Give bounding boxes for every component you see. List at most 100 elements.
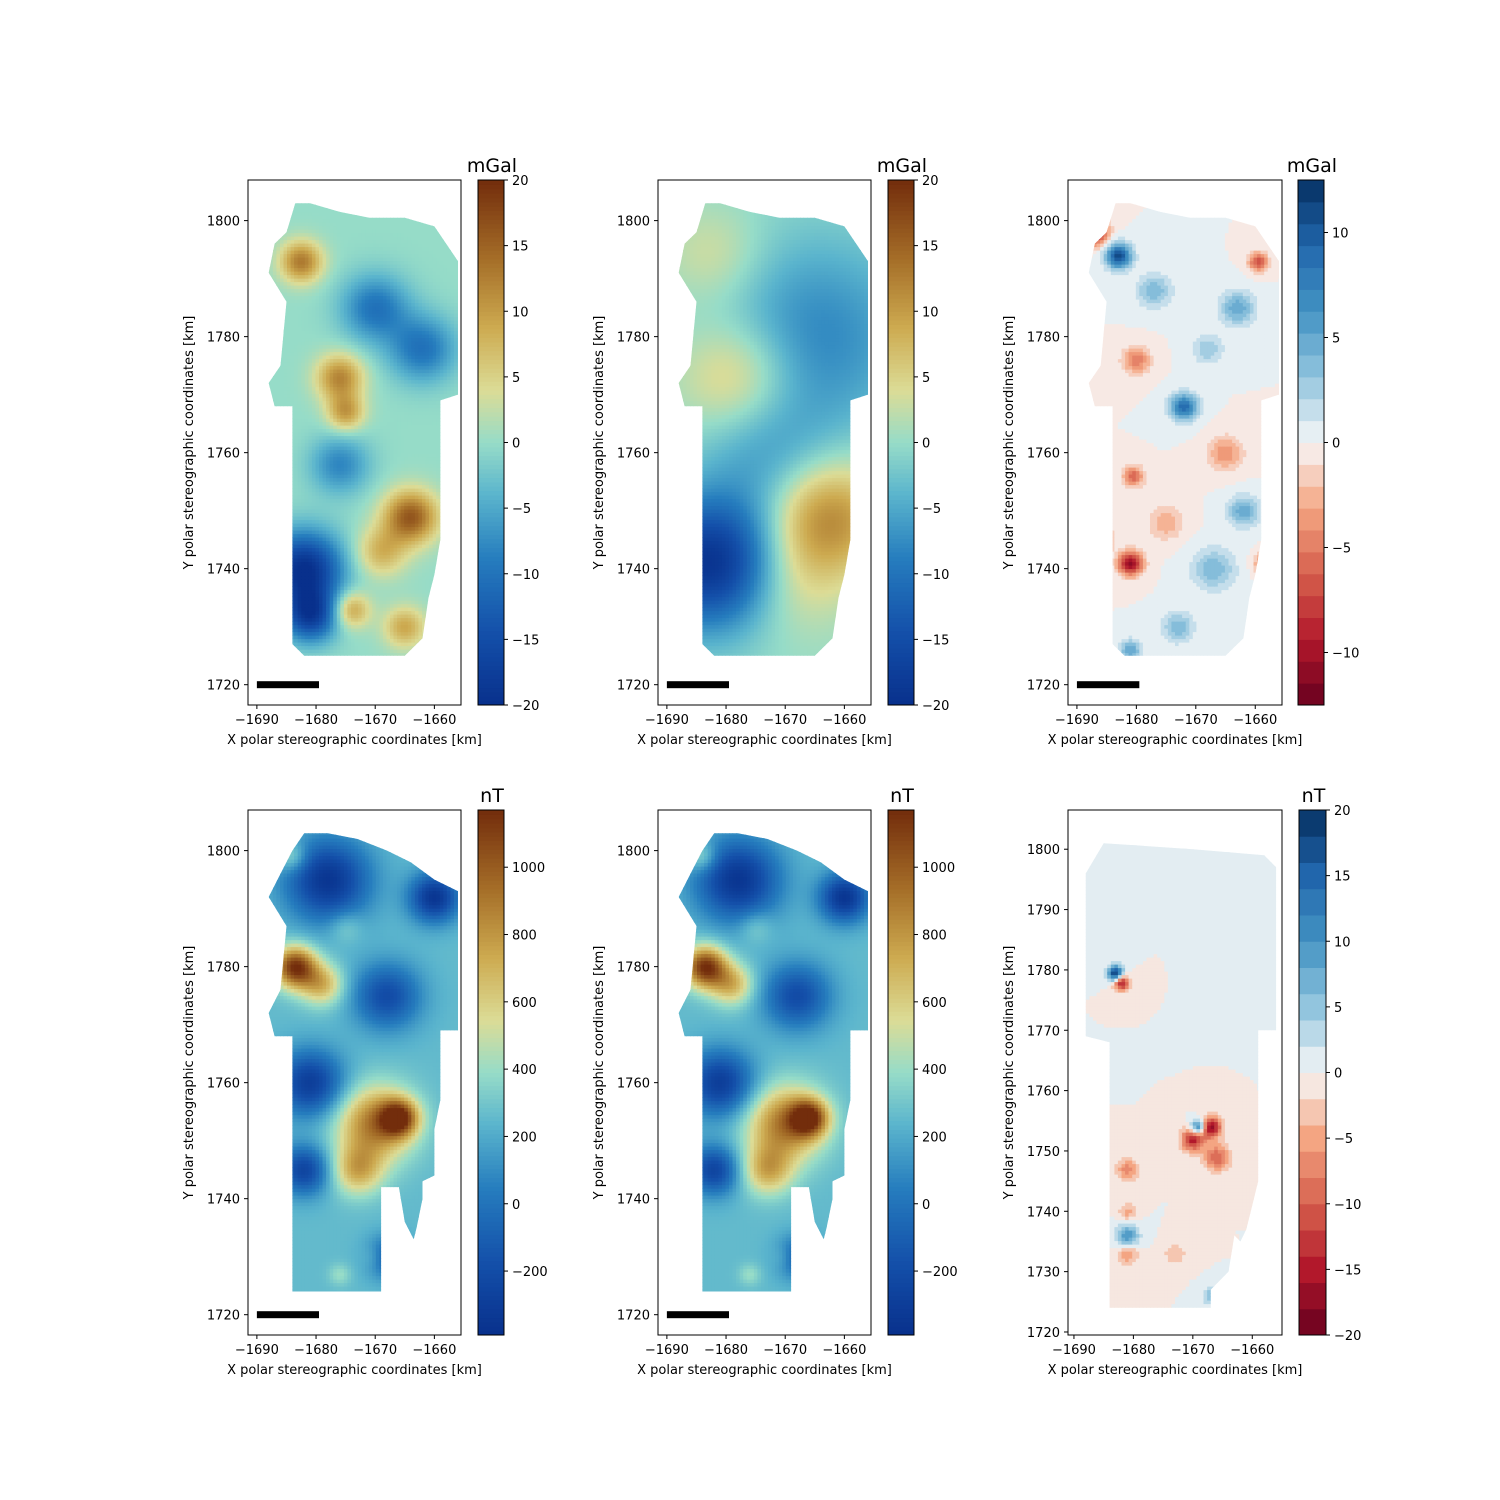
colorbar-tick-label: −15 (512, 633, 539, 648)
y-tick-label: 1780 (617, 961, 650, 976)
colorbar-tick-label: 20 (922, 174, 939, 189)
y-tick-label: 1780 (617, 331, 650, 346)
x-tick-label: −1680 (1111, 1343, 1155, 1358)
colorbar-tick-label: −200 (922, 1265, 958, 1280)
x-tick-label: −1660 (1233, 713, 1277, 728)
colorbar-unit-label: nT (480, 785, 504, 807)
x-axis-label: X polar stereographic coordinates [km] (227, 1363, 482, 1378)
y-tick-label: 1800 (1027, 843, 1060, 858)
x-tick-label: −1660 (822, 713, 866, 728)
colorbar-unit-label: mGal (467, 155, 517, 177)
x-axis-label: X polar stereographic coordinates [km] (227, 733, 482, 748)
colorbar-tick-label: −10 (1332, 647, 1359, 662)
heatmap-field (268, 203, 458, 656)
y-tick-label: 1760 (1027, 1085, 1060, 1100)
y-tick-label: 1740 (617, 563, 650, 578)
colorbar-tick-label: 20 (1334, 804, 1351, 819)
colorbar-tick-label: 0 (1332, 437, 1340, 452)
panel-gravity-regional: −1690 −1680 −1670 −1660 1720 1740 1760 1780 1800… (592, 155, 949, 748)
colorbar-tick-label: −20 (1334, 1329, 1361, 1344)
x-tick-label: −1660 (412, 1343, 456, 1358)
y-tick-label: 1720 (1027, 1326, 1060, 1341)
y-tick-label: 1760 (1027, 447, 1060, 462)
heatmap-field (678, 833, 868, 1292)
colorbar-tick-label: 800 (922, 929, 947, 944)
colorbar-tick-label: 200 (922, 1130, 947, 1145)
axes-frame (657, 179, 872, 706)
y-tick-label: 1760 (617, 1077, 650, 1092)
panel-magnetic-observed: −1690 −1680 −1670 −1660 1720 1740 1760 1780 1800… (182, 785, 548, 1378)
y-tick-label: 1720 (617, 1309, 650, 1324)
colorbar-tick-label: 0 (922, 437, 930, 452)
x-tick-label: −1680 (704, 713, 748, 728)
y-tick-label: 1780 (207, 961, 240, 976)
y-tick-label: 1720 (207, 1309, 240, 1324)
scale-bar (1076, 681, 1140, 689)
colorbar-unit-label: nT (1302, 785, 1326, 807)
y-tick-label: 1750 (1027, 1145, 1060, 1160)
colorbar-tick-label: 0 (512, 437, 520, 452)
y-tick-label: 1720 (1027, 679, 1060, 694)
panel-gravity-observed: −1690 −1680 −1670 −1660 1720 1740 1760 1780 1800… (182, 155, 539, 748)
colorbar-tick-label: −5 (1334, 1132, 1353, 1147)
colorbar-tick-label: −5 (922, 502, 941, 517)
y-axis-label: Y polar stereographic coordinates [km] (592, 316, 607, 571)
colorbar-tick-label: 10 (1332, 227, 1349, 242)
panel-magnetic-filtered: −1690 −1680 −1670 −1660 1720 1740 1760 1780 1800… (592, 785, 958, 1378)
x-axis-label: X polar stereographic coordinates [km] (1048, 733, 1303, 748)
colorbar: −200 0 200 400 600 800 1000 nT (477, 785, 548, 1336)
x-tick-label: −1680 (294, 1343, 338, 1358)
colorbar-unit-label: mGal (1287, 155, 1337, 177)
y-tick-label: 1800 (207, 845, 240, 860)
figure-panels: −1690 −1680 −1670 −1660 1720 1740 1760 1780 1800… (182, 155, 1361, 1378)
y-axis-label: Y polar stereographic coordinates [km] (182, 946, 197, 1201)
x-tick-label: −1680 (704, 1343, 748, 1358)
y-tick-label: 1800 (617, 845, 650, 860)
colorbar-tick-label: 600 (922, 996, 947, 1011)
colorbar-unit-label: nT (890, 785, 914, 807)
colorbar-tick-label: 1000 (922, 861, 955, 876)
colorbar-tick-label: 5 (512, 371, 520, 386)
y-tick-label: 1780 (1027, 331, 1060, 346)
colorbar-tick-label: −15 (1334, 1263, 1361, 1278)
colorbar-tick-label: 400 (922, 1063, 947, 1078)
x-tick-label: −1690 (645, 713, 689, 728)
y-tick-label: 1740 (1027, 563, 1060, 578)
x-tick-label: −1670 (763, 1343, 807, 1358)
y-tick-label: 1740 (617, 1193, 650, 1208)
colorbar-tick-label: 10 (922, 305, 939, 320)
y-tick-label: 1800 (1027, 215, 1060, 230)
x-tick-label: −1670 (353, 1343, 397, 1358)
y-tick-label: 1720 (207, 679, 240, 694)
colorbar-tick-label: −20 (512, 699, 539, 714)
heatmap-field (678, 203, 868, 656)
axes-frame (1067, 179, 1283, 706)
x-tick-label: −1690 (235, 1343, 279, 1358)
y-tick-label: 1770 (1027, 1024, 1060, 1039)
x-tick-label: −1670 (353, 713, 397, 728)
y-axis-label: Y polar stereographic coordinates [km] (182, 316, 197, 571)
y-tick-label: 1780 (207, 331, 240, 346)
y-axis-label: Y polar stereographic coordinates [km] (1002, 946, 1017, 1201)
axes-frame (1067, 809, 1283, 1336)
x-tick-label: −1660 (412, 713, 456, 728)
colorbar-tick-label: 15 (512, 240, 529, 255)
x-tick-label: −1690 (645, 1343, 689, 1358)
colorbar-tick-label: 0 (1334, 1067, 1342, 1082)
scale-bar (256, 1311, 319, 1319)
colorbar-tick-label: −10 (1334, 1198, 1361, 1213)
colorbar-tick-label: −5 (512, 502, 531, 517)
axes-frame (657, 809, 872, 1336)
x-axis-label: X polar stereographic coordinates [km] (637, 1363, 892, 1378)
colorbar-tick-label: 5 (1334, 1001, 1342, 1016)
axes-frame (247, 809, 462, 1336)
y-tick-label: 1740 (207, 1193, 240, 1208)
colorbar: −20 −15 −10 −5 0 5 10 15 20 nT (1298, 785, 1361, 1344)
colorbar-tick-label: 5 (1332, 332, 1340, 347)
colorbar-frame (477, 809, 505, 1336)
colorbar-tick-label: −200 (512, 1265, 548, 1280)
heatmap-field (1088, 203, 1279, 656)
y-axis-label: Y polar stereographic coordinates [km] (1002, 316, 1017, 571)
y-tick-label: 1790 (1027, 904, 1060, 919)
